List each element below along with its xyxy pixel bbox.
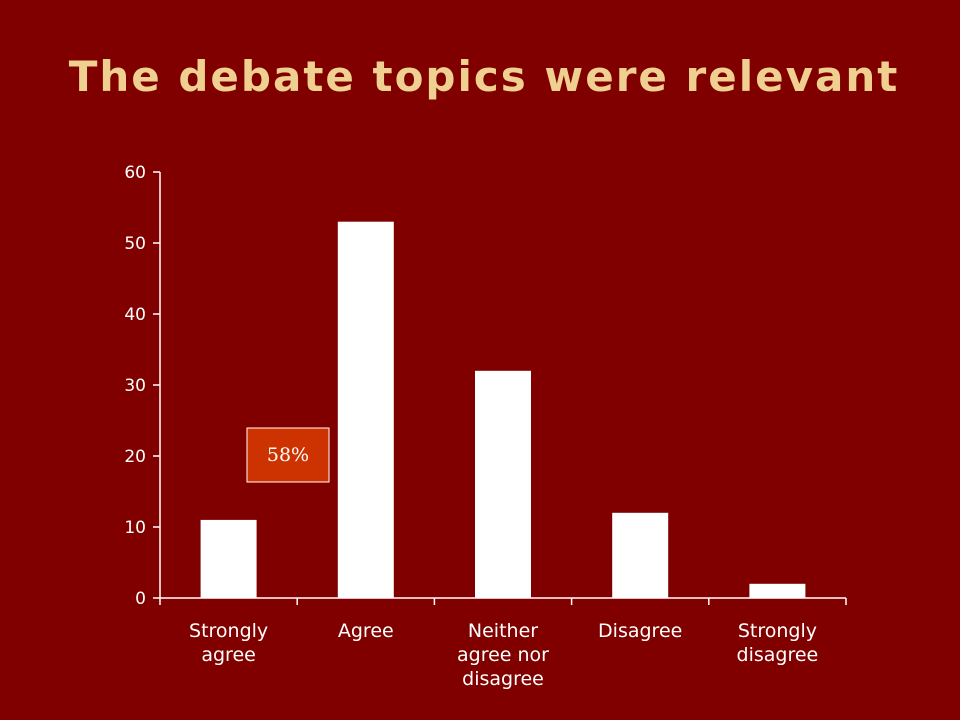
y-tick-label: 10 (124, 518, 146, 538)
page-title: The debate topics were relevant (68, 52, 900, 101)
y-tick-label: 20 (124, 447, 146, 467)
x-tick-label-line: Neither (468, 620, 538, 642)
x-tick-label-line: disagree (462, 668, 544, 690)
x-tick-label-line: Disagree (598, 620, 682, 642)
y-axis: 0 10 20 30 40 50 60 (124, 163, 161, 609)
bar (200, 519, 257, 598)
bar (749, 583, 806, 598)
x-tick-label-line: Strongly (189, 620, 268, 642)
percentage-callout: 58% (246, 427, 330, 483)
x-tick-label: Strongly agree (189, 620, 268, 666)
y-tick-label: 0 (135, 589, 146, 609)
y-tick-label: 60 (124, 163, 146, 183)
y-tick-label: 30 (124, 376, 146, 396)
bars (200, 221, 806, 598)
x-tick-label-line: agree nor (457, 644, 549, 666)
x-tick-label-line: Agree (338, 620, 394, 642)
x-tick-label: Agree (338, 620, 394, 642)
callout-box (246, 427, 330, 483)
x-tick-label: Strongly disagree (737, 620, 819, 666)
annotations: 58% (246, 427, 330, 483)
x-tick-label: Disagree (598, 620, 682, 642)
x-tick-label-line: Strongly (738, 620, 817, 642)
x-tick-label-line: agree (201, 644, 255, 666)
x-tick-label: Neither agree nor disagree (457, 620, 549, 690)
x-tick-label-line: disagree (737, 644, 819, 666)
y-tick-label: 50 (124, 234, 146, 254)
callout-label: 58% (267, 444, 309, 466)
bar (475, 370, 531, 598)
y-tick-label: 40 (124, 305, 146, 325)
bar (337, 221, 394, 598)
bar (612, 512, 669, 598)
